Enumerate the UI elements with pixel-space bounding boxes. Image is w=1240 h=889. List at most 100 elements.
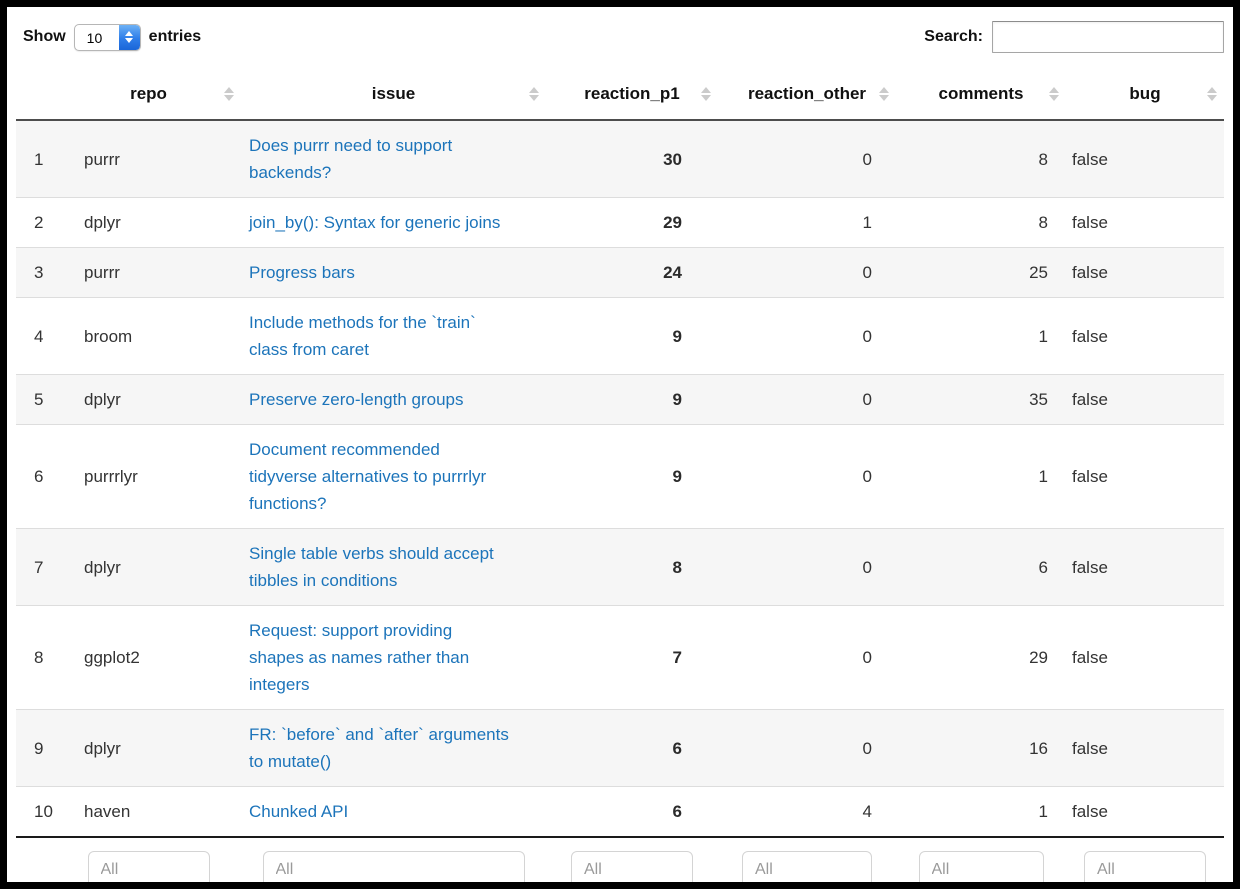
search-input[interactable] — [992, 21, 1224, 53]
cell-issue: Document recommended tidyverse alternativ… — [241, 425, 546, 529]
sort-icon — [529, 87, 539, 101]
sort-icon — [1207, 87, 1217, 101]
cell-index: 5 — [34, 390, 44, 409]
column-label: repo — [130, 84, 167, 103]
cell-bug: false — [1072, 467, 1108, 486]
filter-input-repo[interactable] — [87, 851, 210, 882]
column-label: reaction_other — [747, 84, 867, 103]
issue-link[interactable]: Include methods for the `train` class fro… — [249, 313, 476, 359]
table-row: 3 purrr Progress bars 24 0 25 false — [16, 247, 1224, 298]
table-row: 9 dplyr FR: `before` and `after` arguments… — [16, 709, 1224, 787]
cell-repo: dplyr — [84, 213, 121, 232]
cell-comments: 1 — [1038, 802, 1048, 821]
cell-reaction_p1: 24 — [663, 263, 682, 282]
header-row: repo issue reaction_p1 reaction_other commen… — [16, 69, 1224, 121]
issue-link[interactable]: Single table verbs should accept tibbles … — [249, 544, 494, 590]
cell-bug: false — [1072, 648, 1108, 667]
filter-input-issue[interactable] — [262, 851, 525, 882]
cell-reaction_other: 0 — [862, 738, 872, 758]
column-header-repo[interactable]: repo — [56, 69, 241, 121]
filter-cell-issue — [241, 837, 546, 882]
column-header-issue[interactable]: issue — [241, 69, 546, 121]
cell-reaction_p1: 6 — [672, 738, 682, 758]
search-label: Search: — [924, 28, 983, 45]
cell-repo: haven — [84, 802, 131, 821]
issue-link[interactable]: Chunked API — [249, 802, 349, 821]
filter-cell-repo — [56, 837, 241, 882]
page-length-select[interactable]: 10 — [73, 23, 141, 51]
entries-label: entries — [148, 28, 202, 45]
sort-icon — [701, 87, 711, 101]
cell-reaction_other: 0 — [862, 326, 872, 346]
column-label: comments — [938, 84, 1024, 103]
cell-issue: Does purrr need to support backends? — [241, 120, 546, 198]
cell-index: 8 — [34, 648, 44, 667]
cell-reaction_p1: 29 — [663, 213, 682, 232]
cell-comments: 1 — [1038, 326, 1048, 346]
table-row: 8 ggplot2 Request: support providing shapes… — [16, 605, 1224, 710]
column-header-comments[interactable]: comments — [896, 69, 1066, 121]
filter-input-reaction_p1[interactable] — [571, 851, 693, 882]
cell-issue: FR: `before` and `after` arguments to mut… — [241, 710, 546, 787]
cell-issue: Progress bars — [241, 248, 546, 298]
filter-cell-index — [16, 837, 56, 882]
cell-reaction_p1: 9 — [672, 467, 682, 486]
column-header-reaction_other[interactable]: reaction_other — [718, 69, 896, 121]
cell-repo: dplyr — [84, 738, 121, 758]
filter-input-comments[interactable] — [918, 851, 1044, 882]
column-label: bug — [1129, 84, 1161, 103]
cell-bug: false — [1072, 557, 1108, 577]
cell-comments: 35 — [1029, 390, 1048, 409]
filter-input-bug[interactable] — [1084, 851, 1206, 882]
cell-bug: false — [1072, 390, 1108, 409]
sort-icon — [224, 87, 234, 101]
cell-bug: false — [1072, 738, 1108, 758]
search-control: Search: — [924, 21, 1224, 53]
table-row: 4 broom Include methods for the `train` cla… — [16, 297, 1224, 375]
cell-reaction_other: 1 — [862, 213, 872, 232]
table-row: 7 dplyr Single table verbs should accept ti… — [16, 528, 1224, 606]
cell-issue: Request: support providing shapes as name… — [241, 606, 546, 710]
column-header-reaction_p1[interactable]: reaction_p1 — [546, 69, 718, 121]
issue-link[interactable]: Preserve zero-length groups — [249, 390, 464, 409]
issues-table: repo issue reaction_p1 reaction_other commen… — [16, 69, 1224, 882]
issue-link[interactable]: join_by(): Syntax for generic joins — [249, 213, 501, 232]
filter-cell-bug — [1066, 837, 1224, 882]
cell-reaction_p1: 9 — [672, 390, 682, 409]
column-label: reaction_p1 — [584, 84, 680, 103]
cell-repo: purrr — [84, 149, 120, 169]
issue-link[interactable]: Document recommended tidyverse alternativ… — [249, 440, 487, 513]
page-length-value: 10 — [86, 29, 103, 46]
cell-comments: 6 — [1038, 557, 1048, 577]
issue-link[interactable]: FR: `before` and `after` arguments to mut… — [249, 725, 509, 771]
column-header-index — [16, 69, 56, 121]
cell-repo: broom — [84, 326, 133, 346]
cell-index: 2 — [34, 213, 44, 232]
table-body: 1 purrr Does purrr need to support backends… — [16, 120, 1224, 837]
cell-reaction_other: 0 — [862, 648, 872, 667]
cell-reaction_p1: 8 — [672, 557, 682, 577]
cell-index: 7 — [34, 557, 44, 577]
column-header-bug[interactable]: bug — [1066, 69, 1224, 121]
issue-link[interactable]: Does purrr need to support backends? — [249, 136, 453, 182]
cell-reaction_other: 0 — [862, 557, 872, 577]
filter-cell-comments — [896, 837, 1066, 882]
sort-icon — [1049, 87, 1059, 101]
cell-bug: false — [1072, 149, 1108, 169]
sort-icon — [879, 87, 889, 101]
cell-reaction_other: 0 — [862, 263, 872, 282]
column-label: issue — [371, 84, 416, 103]
issue-link[interactable]: Progress bars — [249, 263, 355, 282]
cell-bug: false — [1072, 326, 1108, 346]
table-row: 10 haven Chunked API 6 4 1 false — [16, 786, 1224, 838]
cell-reaction_p1: 30 — [663, 149, 682, 169]
table-row: 1 purrr Does purrr need to support backends… — [16, 120, 1224, 198]
filter-input-reaction_other[interactable] — [742, 851, 872, 882]
cell-issue: Chunked API — [241, 787, 546, 838]
filter-row — [16, 837, 1224, 882]
cell-index: 6 — [34, 467, 44, 486]
issue-link[interactable]: Request: support providing shapes as name… — [249, 621, 470, 694]
cell-index: 4 — [34, 326, 44, 346]
cell-issue: Single table verbs should accept tibbles … — [241, 529, 546, 606]
cell-repo: dplyr — [84, 390, 121, 409]
